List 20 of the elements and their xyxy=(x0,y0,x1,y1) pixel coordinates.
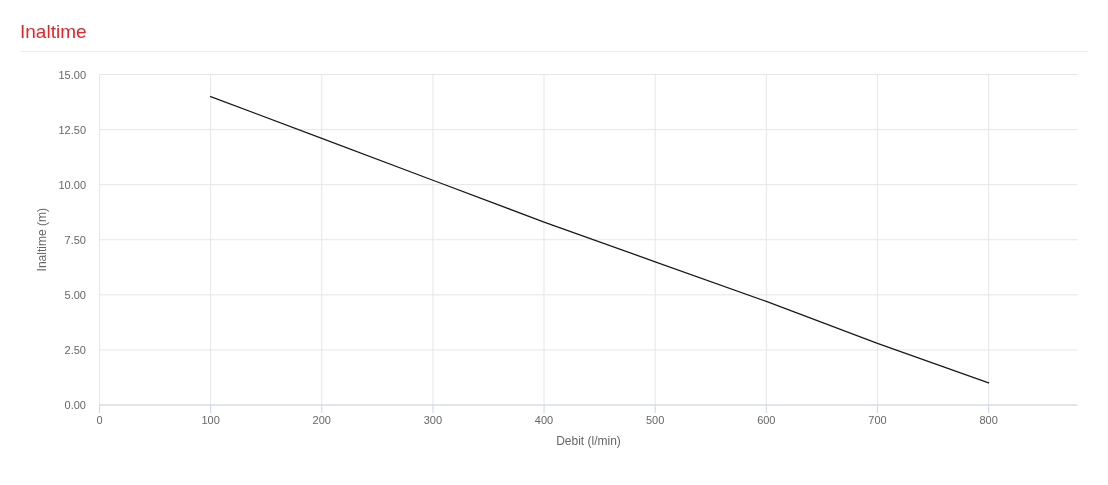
x-tick-label: 100 xyxy=(201,414,220,426)
y-tick-label: 10.00 xyxy=(58,178,86,191)
x-tick-label: 0 xyxy=(96,414,103,426)
x-tick-label: 400 xyxy=(534,414,554,426)
line-series xyxy=(209,95,990,384)
y-tick-label: 12.50 xyxy=(58,123,86,136)
x-tick-label: 600 xyxy=(757,414,776,426)
x-axis-title: Debit (l/min) xyxy=(556,434,621,448)
y-tick-label: 2.50 xyxy=(64,343,86,356)
y-tick-label: 5.00 xyxy=(64,288,86,301)
x-tick-label: 700 xyxy=(868,414,887,426)
x-tick-label: 300 xyxy=(423,414,443,426)
x-tick-label: 800 xyxy=(979,414,998,426)
x-tick-label: 200 xyxy=(312,414,331,426)
y-axis-title: Inaltime (m) xyxy=(35,208,49,272)
y-tick-label: 15.00 xyxy=(58,68,86,81)
chart-title: Inaltime xyxy=(20,21,87,42)
y-tick-label: 7.50 xyxy=(64,233,86,246)
y-tick-label: 0.00 xyxy=(64,399,86,411)
x-tick-label: 500 xyxy=(646,414,665,426)
